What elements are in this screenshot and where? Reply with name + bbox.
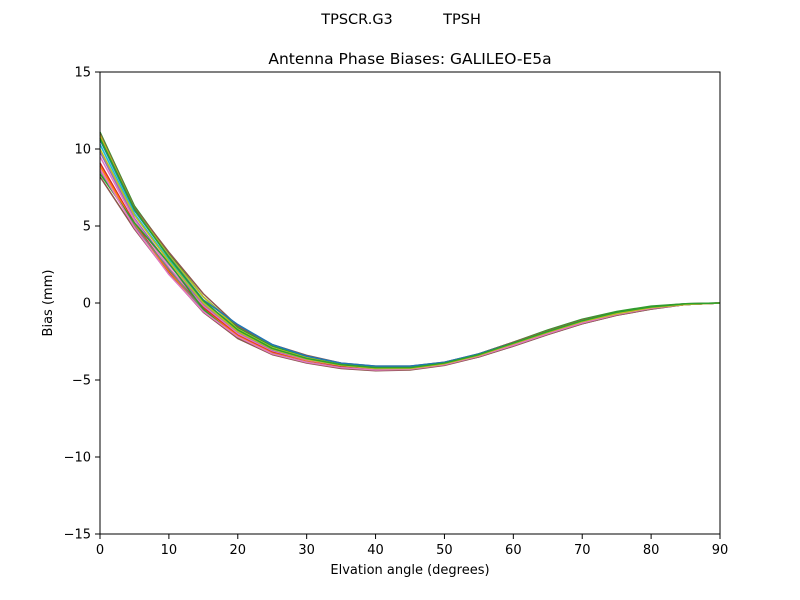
series-line-7 (99, 156, 721, 370)
y-tick-label: −5 (72, 374, 91, 389)
x-axis-ticks: 0 10 20 30 40 50 60 70 80 90 (96, 534, 728, 558)
x-tick-label: 60 (505, 543, 522, 558)
series-line-13 (99, 168, 721, 371)
radome-name: TPSH (442, 12, 481, 28)
series-line-9 (99, 165, 721, 371)
series-line-12 (99, 176, 721, 372)
series-line-4 (99, 139, 721, 367)
x-tick-label: 80 (643, 543, 660, 558)
y-tick-label: 0 (83, 297, 91, 312)
x-tick-label: 70 (574, 543, 591, 558)
series-line-2 (99, 133, 721, 367)
series-line-8 (99, 162, 721, 371)
x-tick-label: 40 (367, 543, 384, 558)
series-line-11 (99, 173, 721, 371)
series-lines (99, 131, 721, 372)
y-tick-label: 15 (74, 66, 91, 81)
chart-title: Antenna Phase Biases: GALILEO-E5a (268, 50, 551, 68)
y-tick-label: 5 (83, 220, 91, 235)
x-tick-label: 0 (96, 543, 104, 558)
series-line-3 (99, 134, 721, 369)
y-tick-label: −10 (64, 451, 91, 466)
x-tick-label: 50 (436, 543, 453, 558)
y-tick-label: 10 (74, 143, 91, 158)
y-axis-label: Bias (mm) (41, 270, 56, 337)
antenna-name: TPSCR.G3 (320, 12, 393, 28)
series-line-6 (99, 151, 721, 370)
series-line-10 (99, 170, 721, 371)
series-line-5 (99, 144, 721, 370)
y-tick-label: −15 (64, 528, 91, 543)
x-tick-label: 30 (298, 543, 315, 558)
x-tick-label: 90 (712, 543, 729, 558)
y-axis-ticks: −15 −10 −5 0 5 10 15 (64, 66, 100, 543)
x-axis-label: Elvation angle (degrees) (330, 563, 489, 578)
x-tick-label: 10 (161, 543, 178, 558)
series-line-15 (99, 137, 721, 369)
x-tick-label: 20 (230, 543, 247, 558)
series-line-14 (99, 148, 721, 370)
plot-frame (99, 71, 721, 535)
series-line-1 (99, 131, 721, 368)
